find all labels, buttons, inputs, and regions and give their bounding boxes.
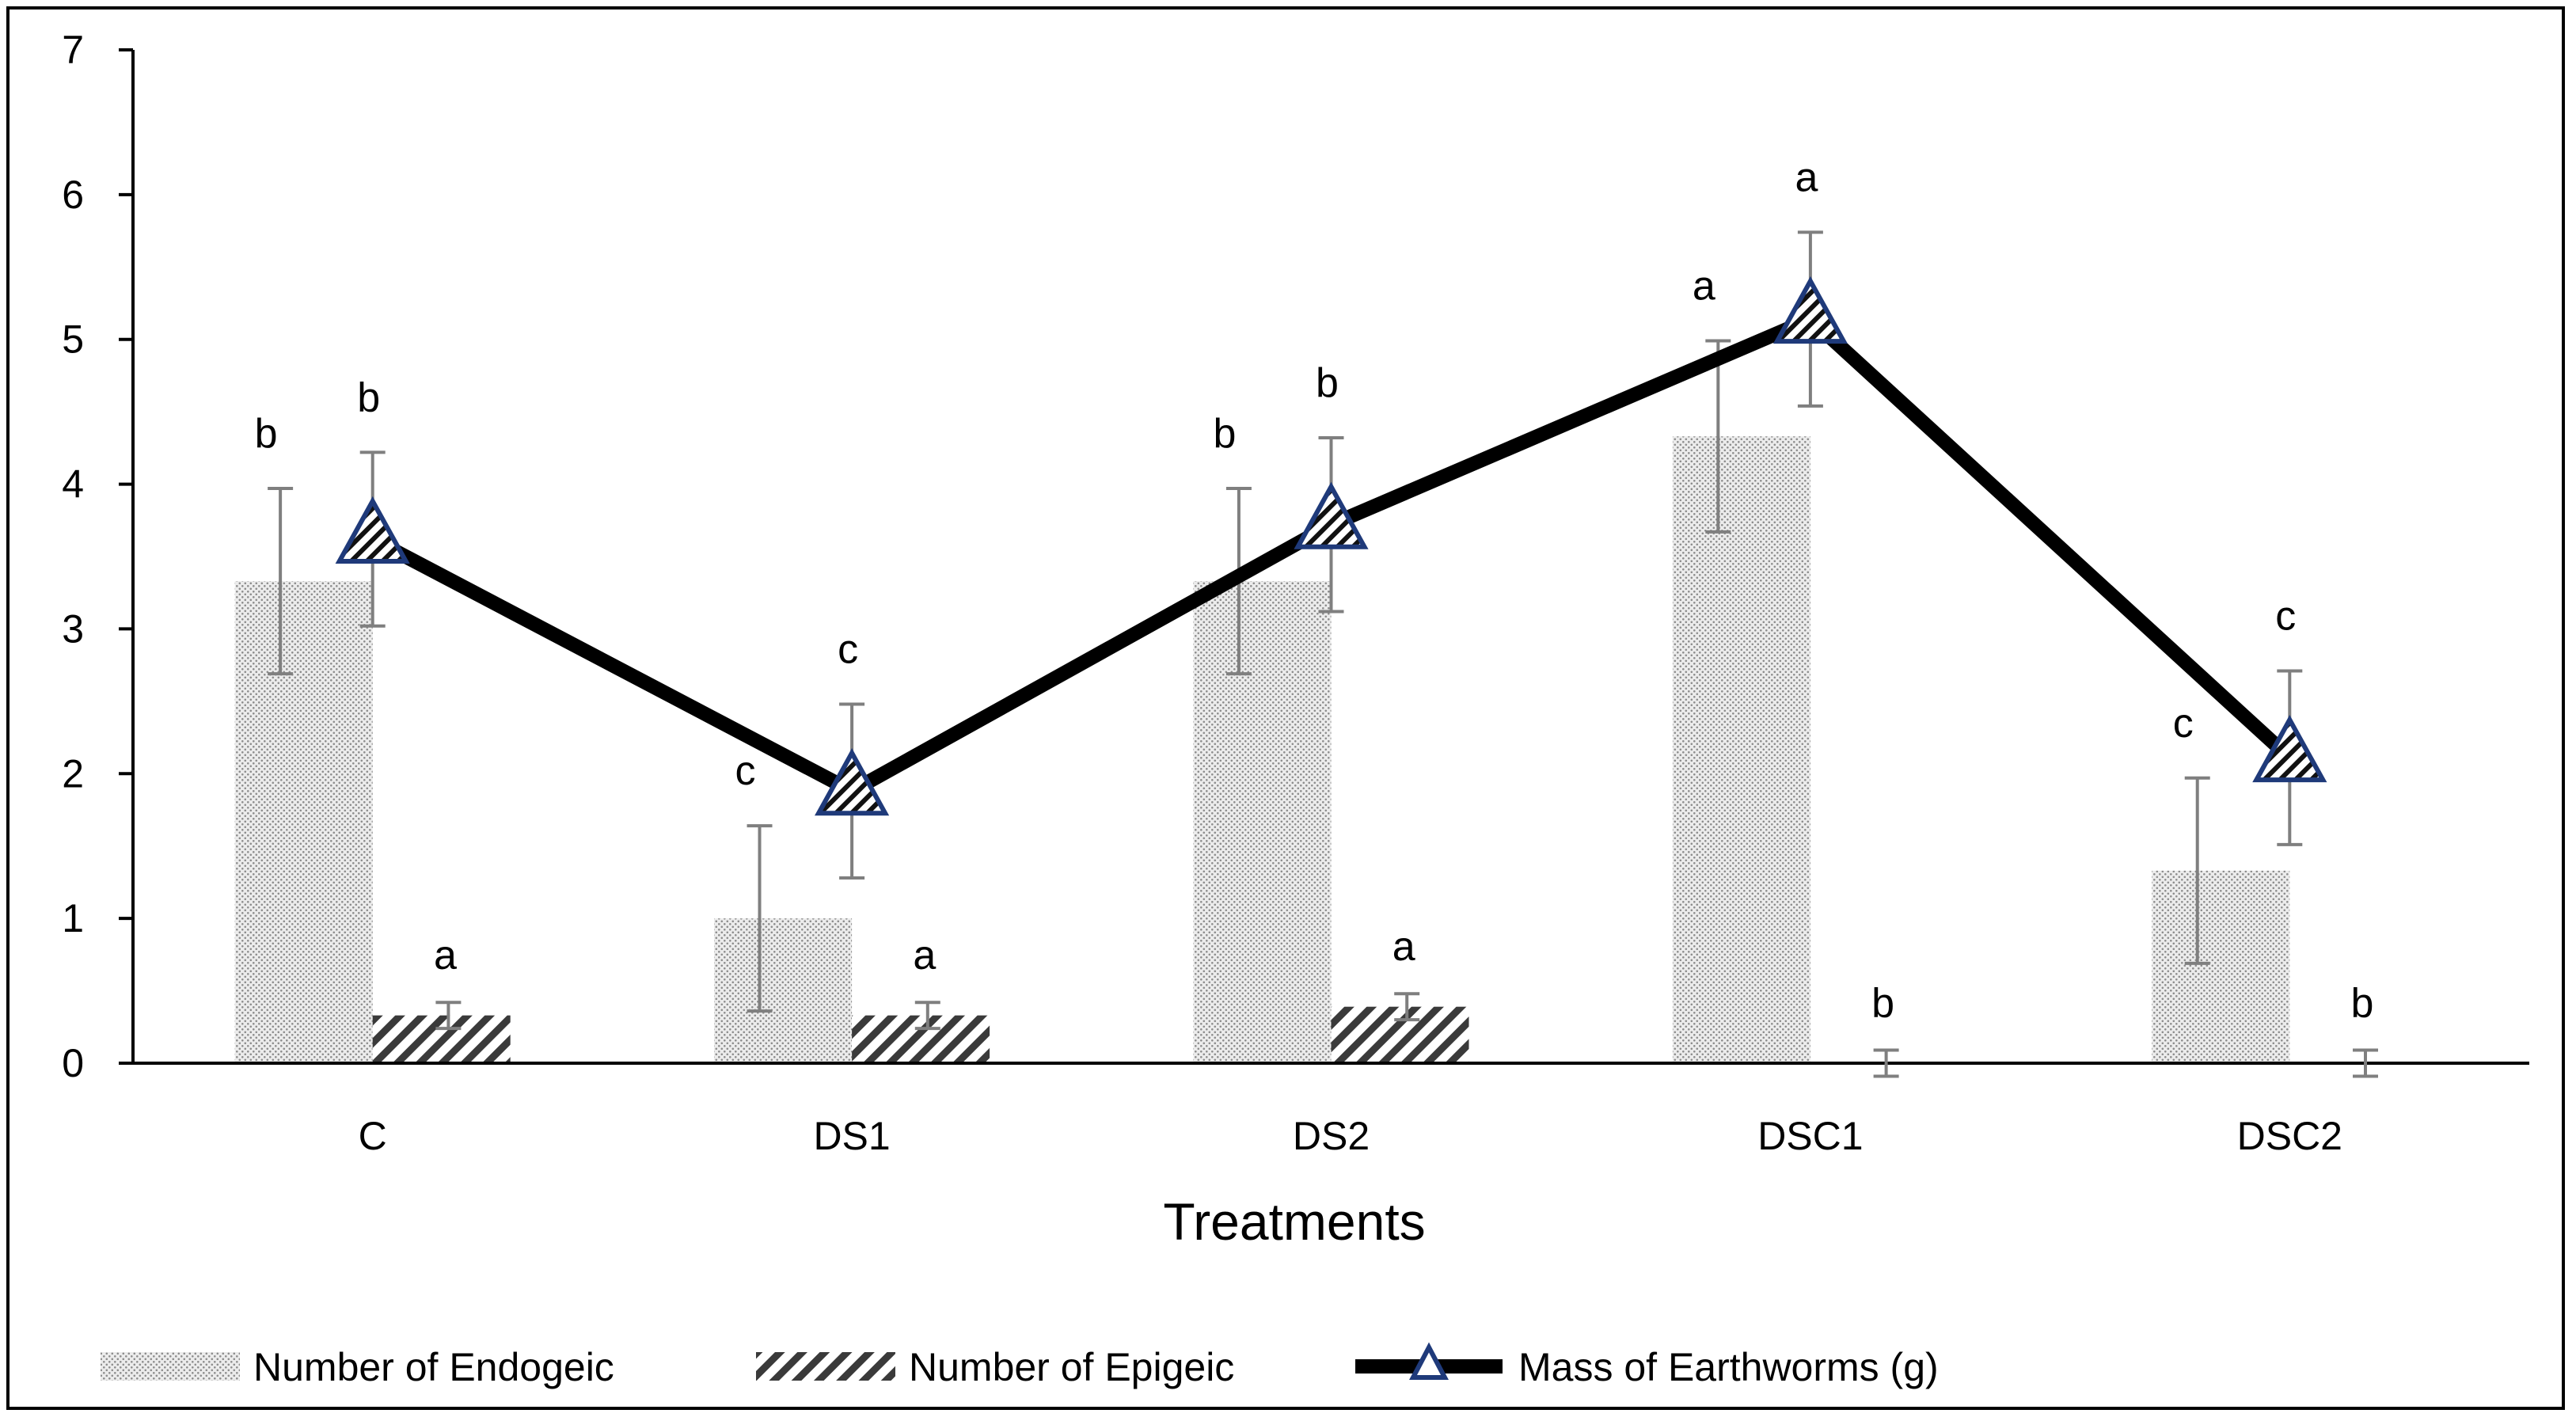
y-tick-label: 3 xyxy=(62,606,84,651)
legend-label-endogeic: Number of Endogeic xyxy=(253,1345,614,1389)
x-tick-label: DS1 xyxy=(813,1114,890,1158)
error-bar-endogeic xyxy=(2184,776,2210,965)
x-tick-label: DS2 xyxy=(1293,1114,1370,1158)
legend-label-mass: Mass of Earthworms (g) xyxy=(1518,1345,1939,1389)
y-tick-label: 1 xyxy=(62,896,84,940)
bar-endogeic xyxy=(2152,870,2290,1063)
marker-mass xyxy=(2252,714,2327,783)
letter-epigeic: b xyxy=(1871,981,1894,1027)
bar-endogeic xyxy=(714,918,853,1063)
letter-epigeic: a xyxy=(1392,924,1415,970)
letter-endogeic: b xyxy=(255,411,278,457)
bar-epigeic xyxy=(1331,1006,1469,1063)
legend-swatch-mass-marker xyxy=(1409,1342,1449,1380)
letter-epigeic: a xyxy=(913,933,936,978)
y-tick-label: 0 xyxy=(62,1041,84,1085)
letter-endogeic: c xyxy=(2173,701,2194,747)
error-bar-epigeic xyxy=(1873,1048,1899,1078)
y-tick-label: 7 xyxy=(62,28,84,72)
marker-mass xyxy=(815,748,890,816)
error-bar-epigeic xyxy=(1394,992,1420,1022)
letter-mass: c xyxy=(2275,593,2296,639)
letter-mass: b xyxy=(357,374,380,420)
error-bar-epigeic xyxy=(2353,1048,2378,1078)
legend-swatch-epigeic xyxy=(756,1352,895,1381)
letter-endogeic: a xyxy=(1693,264,1715,310)
legend-label-epigeic: Number of Epigeic xyxy=(909,1345,1234,1389)
letter-epigeic: a xyxy=(434,933,457,978)
error-bar-epigeic xyxy=(435,1001,462,1031)
y-tick-label: 5 xyxy=(62,317,84,362)
marker-mass xyxy=(1772,275,1848,344)
bar-endogeic xyxy=(1193,581,1332,1063)
y-tick-label: 6 xyxy=(62,173,84,217)
bar-endogeic xyxy=(1672,436,1810,1063)
letter-epigeic: b xyxy=(2351,981,2374,1027)
bar-endogeic xyxy=(234,581,373,1063)
error-bar-endogeic xyxy=(268,487,294,676)
bar-epigeic xyxy=(852,1015,990,1063)
letter-endogeic: b xyxy=(1213,411,1236,457)
x-tick-label: DSC1 xyxy=(1757,1114,1863,1158)
y-tick-label: 2 xyxy=(62,751,84,796)
letter-endogeic: c xyxy=(735,748,756,794)
letter-mass: b xyxy=(1316,360,1339,406)
y-tick-label: 4 xyxy=(62,462,84,507)
marker-mass xyxy=(1294,481,1369,549)
legend-swatch-endogeic xyxy=(101,1352,240,1381)
error-bar-epigeic xyxy=(914,1001,940,1031)
bar-epigeic xyxy=(372,1015,511,1063)
letter-mass: a xyxy=(1795,154,1818,200)
error-bar-endogeic xyxy=(1705,339,1731,534)
error-bar-endogeic xyxy=(747,824,773,1013)
x-tick-label: C xyxy=(359,1114,387,1158)
letter-mass: c xyxy=(838,627,858,673)
x-tick-label: DSC2 xyxy=(2237,1114,2342,1158)
x-axis-title: Treatments xyxy=(1163,1192,1425,1251)
marker-mass xyxy=(335,496,410,564)
